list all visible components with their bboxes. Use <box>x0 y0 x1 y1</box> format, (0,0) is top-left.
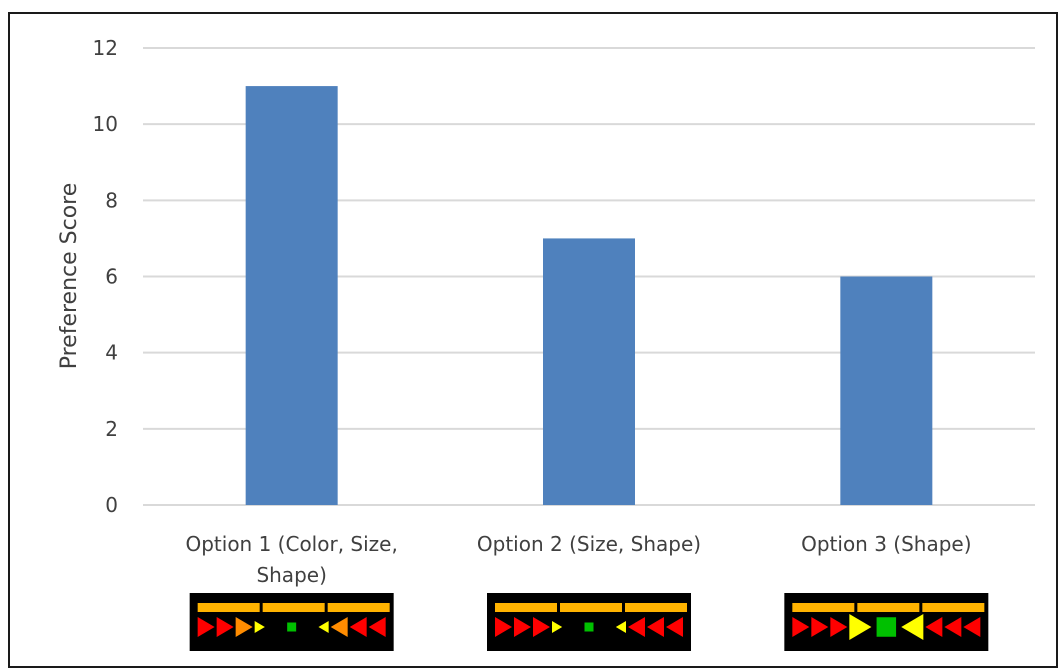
y-axis-title: Preference Score <box>57 183 82 370</box>
left-arrow-icon <box>901 614 924 640</box>
left-arrow-icon <box>944 617 962 637</box>
left-arrow-icon <box>368 617 386 637</box>
indicator-image <box>189 593 394 651</box>
indicator-bar <box>922 603 985 612</box>
indicator-bar <box>625 603 687 612</box>
left-arrow-icon <box>628 617 645 637</box>
left-arrow-icon <box>318 621 329 633</box>
y-tick-label: 2 <box>105 417 118 441</box>
green-square-icon <box>876 617 897 637</box>
right-arrow-icon <box>792 617 810 637</box>
bars <box>245 86 933 505</box>
indicator-bar <box>560 603 622 612</box>
left-arrow-icon <box>666 617 683 637</box>
y-tick-label: 10 <box>93 112 118 136</box>
indicator-images <box>189 593 989 651</box>
y-tick-label: 6 <box>105 265 118 289</box>
right-arrow-icon <box>533 617 550 637</box>
green-square-icon <box>584 622 594 632</box>
right-arrow-icon <box>849 614 872 640</box>
left-arrow-icon <box>647 617 664 637</box>
y-axis-ticks: 0 2 4 6 8 10 12 <box>93 36 118 517</box>
right-arrow-icon <box>811 617 829 637</box>
indicator-bar <box>857 603 920 612</box>
left-arrow-icon <box>925 617 943 637</box>
indicator-bar <box>262 603 325 612</box>
left-arrow-icon <box>963 617 981 637</box>
y-tick-label: 8 <box>105 188 118 212</box>
indicator-bar <box>495 603 557 612</box>
right-arrow-icon <box>254 621 265 633</box>
indicator-image <box>784 593 989 651</box>
right-arrow-icon <box>552 621 563 633</box>
x-category-label: Shape) <box>256 563 326 587</box>
indicator-bar <box>327 603 390 612</box>
x-category-label: Option 2 (Size, Shape) <box>477 532 701 556</box>
y-tick-label: 4 <box>105 341 118 365</box>
y-tick-label: 12 <box>93 36 118 60</box>
indicator-bar <box>792 603 855 612</box>
bar <box>543 238 635 505</box>
indicator-bar <box>197 603 260 612</box>
right-arrow-icon <box>216 617 234 637</box>
bar <box>245 86 338 505</box>
indicator-image <box>487 593 691 651</box>
green-square-icon <box>287 622 297 632</box>
chart-frame <box>8 12 1058 668</box>
y-tick-label: 0 <box>105 493 118 517</box>
left-arrow-icon <box>615 621 626 633</box>
bar <box>840 276 933 505</box>
right-arrow-icon <box>514 617 531 637</box>
x-category-label: Option 1 (Color, Size, <box>185 532 397 556</box>
left-arrow-icon <box>330 617 348 637</box>
right-arrow-icon <box>235 617 253 637</box>
right-arrow-icon <box>495 617 512 637</box>
x-category-label: Option 3 (Shape) <box>801 532 971 556</box>
left-arrow-icon <box>349 617 367 637</box>
right-arrow-icon <box>830 617 848 637</box>
right-arrow-icon <box>197 617 215 637</box>
x-axis-labels: Option 1 (Color, Size, Shape) Option 2 (Si… <box>185 532 971 587</box>
